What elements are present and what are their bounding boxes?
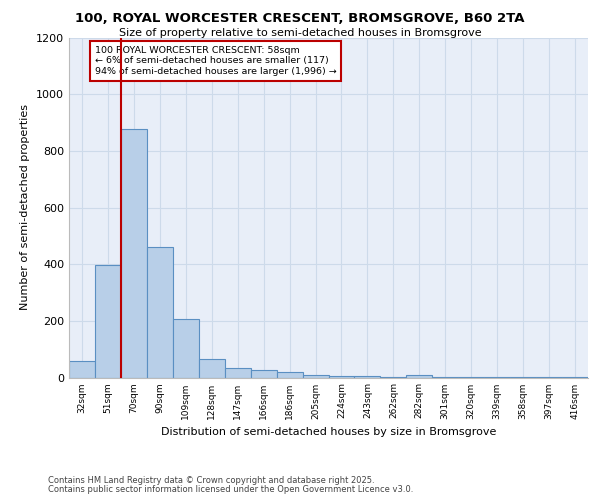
Bar bbox=[329, 376, 355, 378]
Text: Size of property relative to semi-detached houses in Bromsgrove: Size of property relative to semi-detach… bbox=[119, 28, 481, 38]
Y-axis label: Number of semi-detached properties: Number of semi-detached properties bbox=[20, 104, 31, 310]
Bar bbox=[251, 370, 277, 378]
Text: 100, ROYAL WORCESTER CRESCENT, BROMSGROVE, B60 2TA: 100, ROYAL WORCESTER CRESCENT, BROMSGROV… bbox=[75, 12, 525, 26]
Bar bbox=[406, 375, 432, 378]
Text: Contains HM Land Registry data © Crown copyright and database right 2025.: Contains HM Land Registry data © Crown c… bbox=[48, 476, 374, 485]
Bar bbox=[433, 377, 458, 378]
X-axis label: Distribution of semi-detached houses by size in Bromsgrove: Distribution of semi-detached houses by … bbox=[161, 427, 496, 437]
Bar bbox=[121, 128, 147, 378]
Bar bbox=[277, 372, 302, 378]
Bar bbox=[199, 359, 224, 378]
Bar bbox=[147, 247, 173, 378]
Bar bbox=[302, 374, 329, 378]
Bar bbox=[69, 360, 95, 378]
Bar bbox=[355, 376, 380, 378]
Bar bbox=[95, 265, 121, 378]
Bar bbox=[380, 376, 406, 378]
Bar bbox=[225, 368, 251, 378]
Bar bbox=[173, 319, 199, 378]
Text: 100 ROYAL WORCESTER CRESCENT: 58sqm
← 6% of semi-detached houses are smaller (11: 100 ROYAL WORCESTER CRESCENT: 58sqm ← 6%… bbox=[95, 46, 337, 76]
Text: Contains public sector information licensed under the Open Government Licence v3: Contains public sector information licen… bbox=[48, 485, 413, 494]
